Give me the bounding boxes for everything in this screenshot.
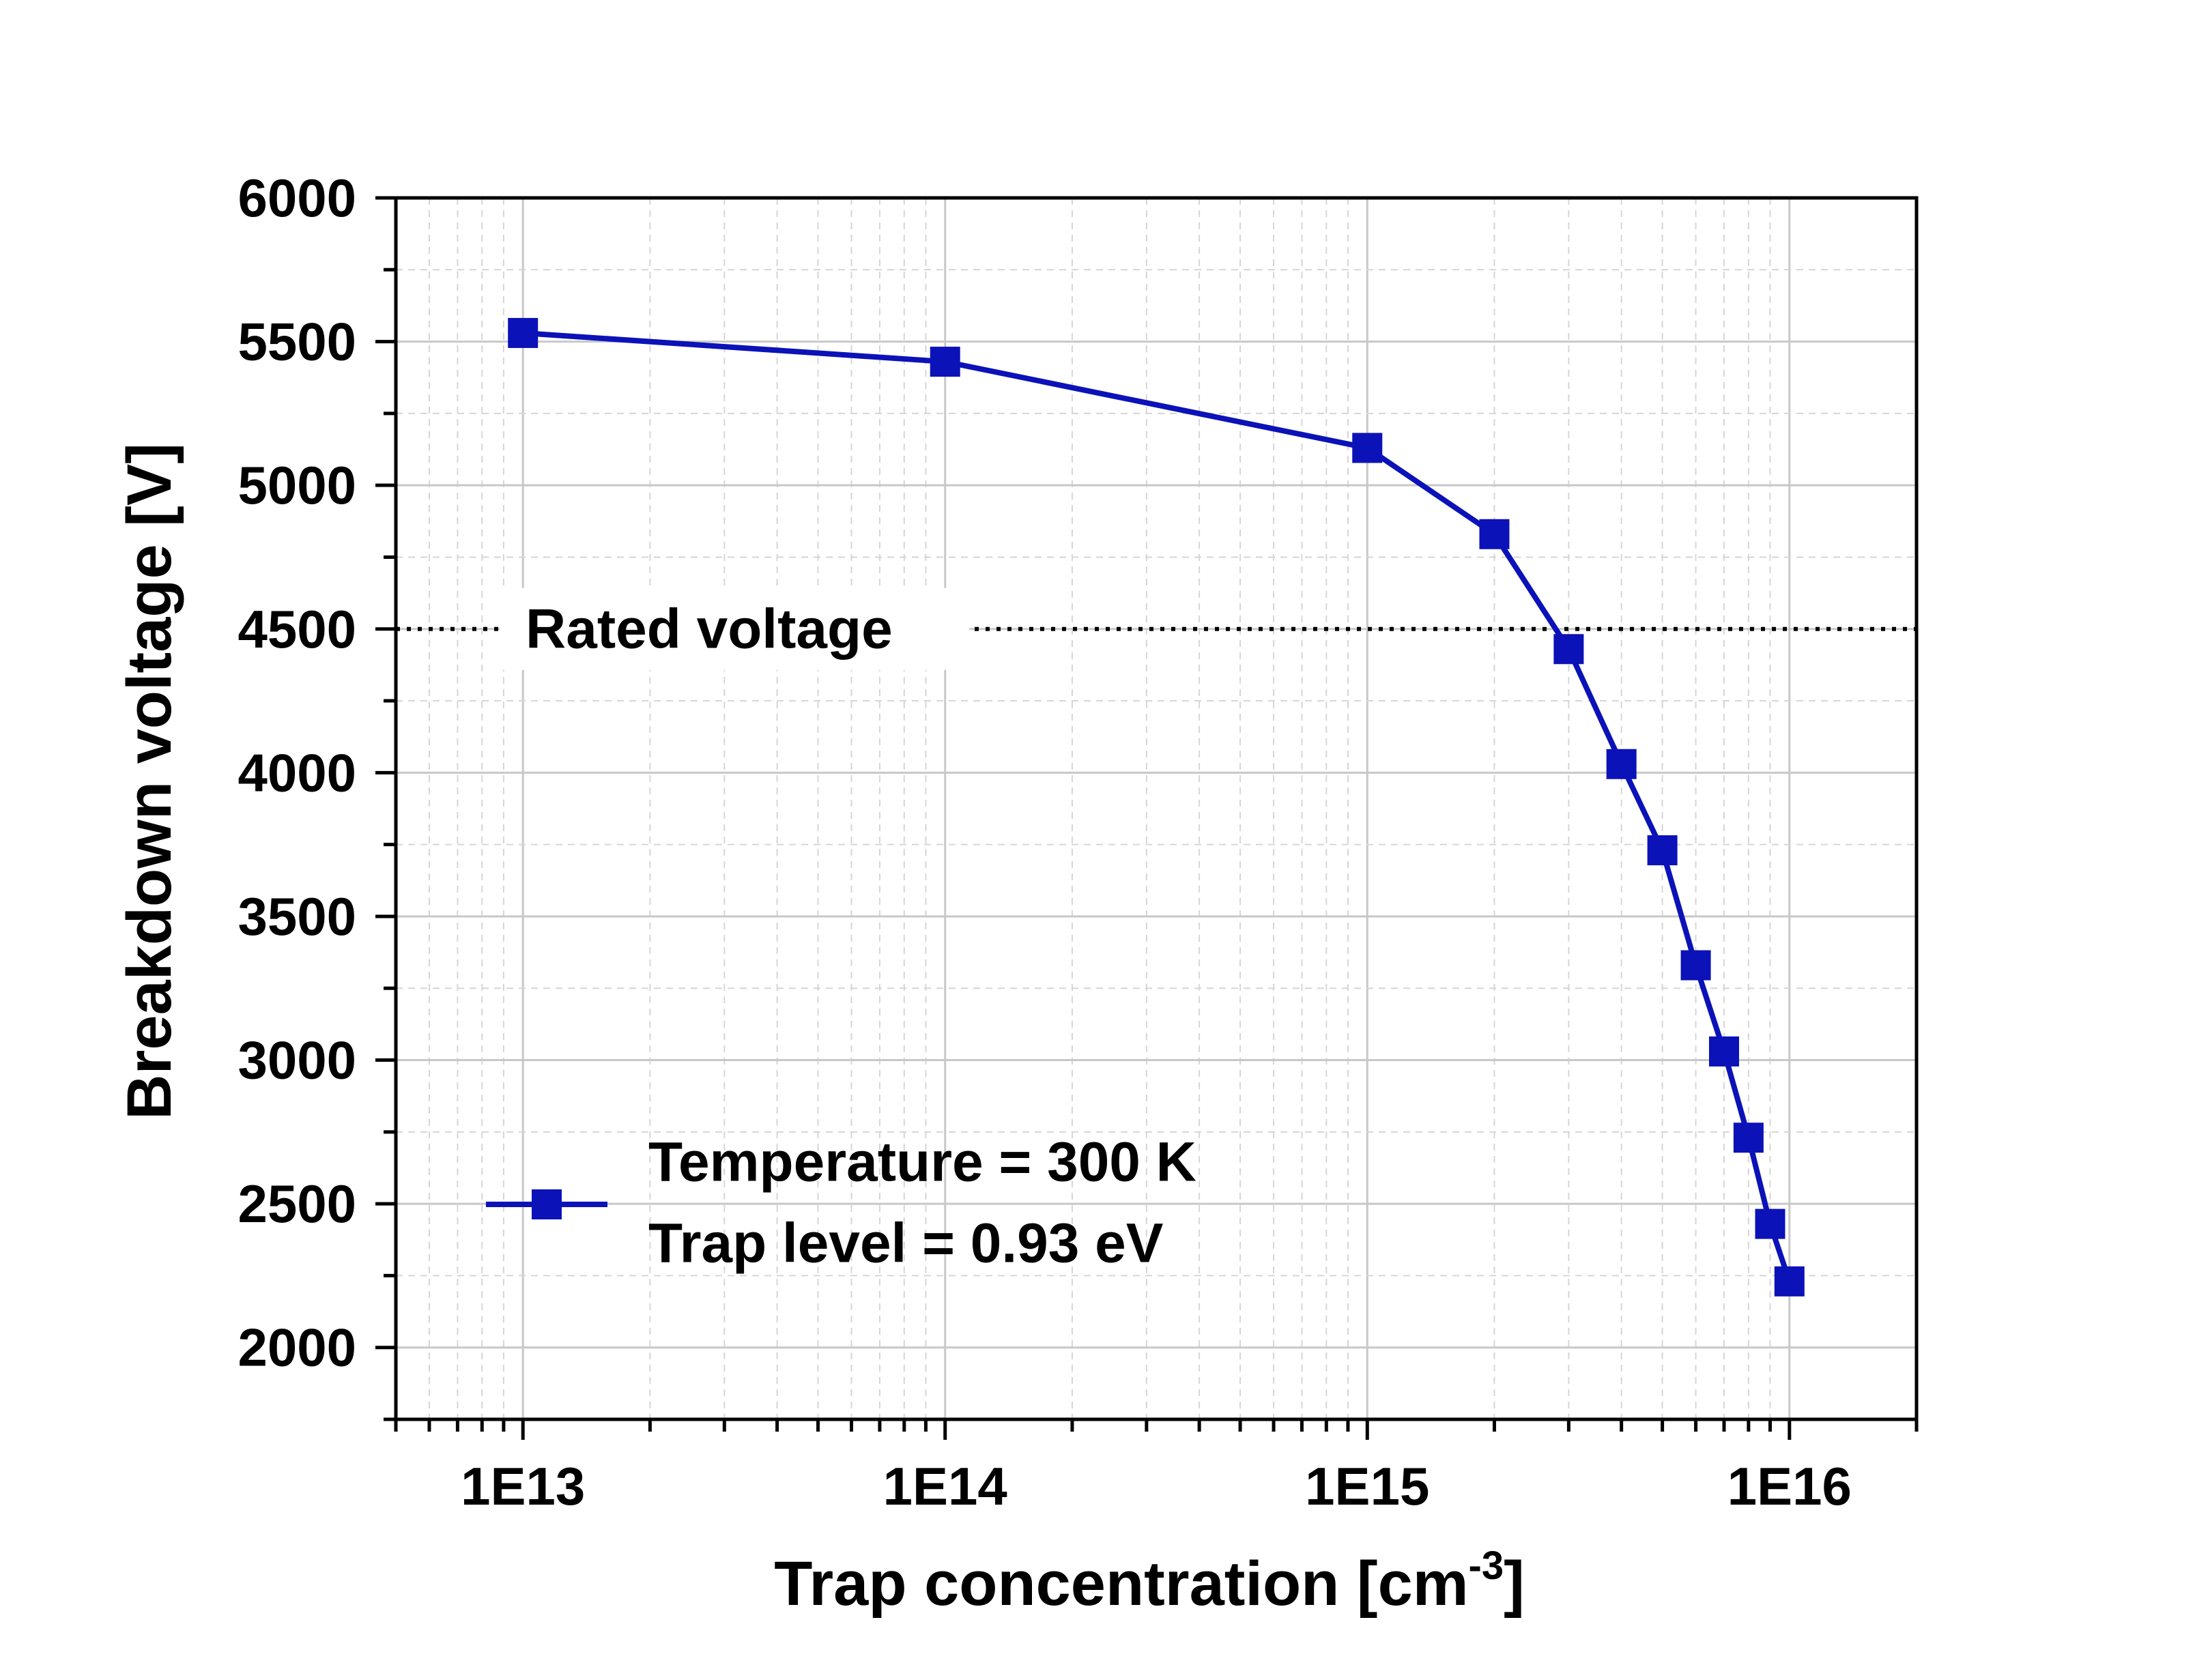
plot-frame xyxy=(394,196,1919,1421)
data-point-marker xyxy=(1479,519,1510,549)
x-axis-title-end: ] xyxy=(1504,1549,1525,1619)
x-axis-title: Trap concentration [cm-3] xyxy=(774,1544,1525,1619)
data-point-marker xyxy=(508,317,539,348)
y-tick-label: 4500 xyxy=(238,599,356,659)
data-point-marker xyxy=(1352,433,1383,463)
y-tick-label: 2500 xyxy=(238,1174,356,1234)
ticks xyxy=(375,196,1919,1440)
series xyxy=(508,317,1805,1297)
legend-temperature: Temperature = 300 K xyxy=(648,1131,1196,1193)
y-tick-label: 3000 xyxy=(238,1030,356,1090)
legend-trap-level: Trap level = 0.93 eV xyxy=(648,1213,1164,1275)
data-point-marker xyxy=(1774,1266,1805,1297)
x-axis-title-superscript: -3 xyxy=(1469,1544,1504,1588)
x-tick-label: 1E13 xyxy=(461,1456,585,1516)
data-point-marker xyxy=(1755,1208,1785,1239)
y-tick-label: 6000 xyxy=(238,168,356,228)
y-tick-label: 3500 xyxy=(238,886,356,946)
x-tick-label: 1E15 xyxy=(1305,1456,1429,1516)
y-tick-label: 5500 xyxy=(238,312,356,372)
legend-series-marker xyxy=(532,1189,562,1219)
data-point-marker xyxy=(1553,634,1584,665)
data-point-marker xyxy=(1647,835,1678,866)
y-tick-label: 2000 xyxy=(238,1318,356,1378)
data-point-marker xyxy=(1680,950,1711,981)
reference-line-group: Rated voltage xyxy=(396,588,1917,670)
y-tick-label: 4000 xyxy=(238,742,356,802)
rated-voltage-label: Rated voltage xyxy=(526,598,893,660)
y-tick-label: 5000 xyxy=(238,455,356,515)
x-tick-label: 1E16 xyxy=(1727,1456,1852,1516)
x-tick-label: 1E14 xyxy=(883,1456,1007,1516)
x-axis-title-main: Trap concentration [cm xyxy=(774,1549,1468,1619)
data-point-marker xyxy=(1606,749,1637,779)
legend: Temperature = 300 K Trap level = 0.93 eV xyxy=(486,1131,1196,1275)
data-point-marker xyxy=(1708,1036,1739,1067)
rated-voltage-label-background xyxy=(500,588,969,670)
y-axis-title: Breakdown voltage [V] xyxy=(115,443,184,1120)
data-point-marker xyxy=(1733,1123,1764,1153)
data-point-marker xyxy=(930,347,960,377)
tick-labels: 2000 2500 3000 3500 4000 4500 5000 5500 6000 1E13… xyxy=(238,168,1851,1516)
